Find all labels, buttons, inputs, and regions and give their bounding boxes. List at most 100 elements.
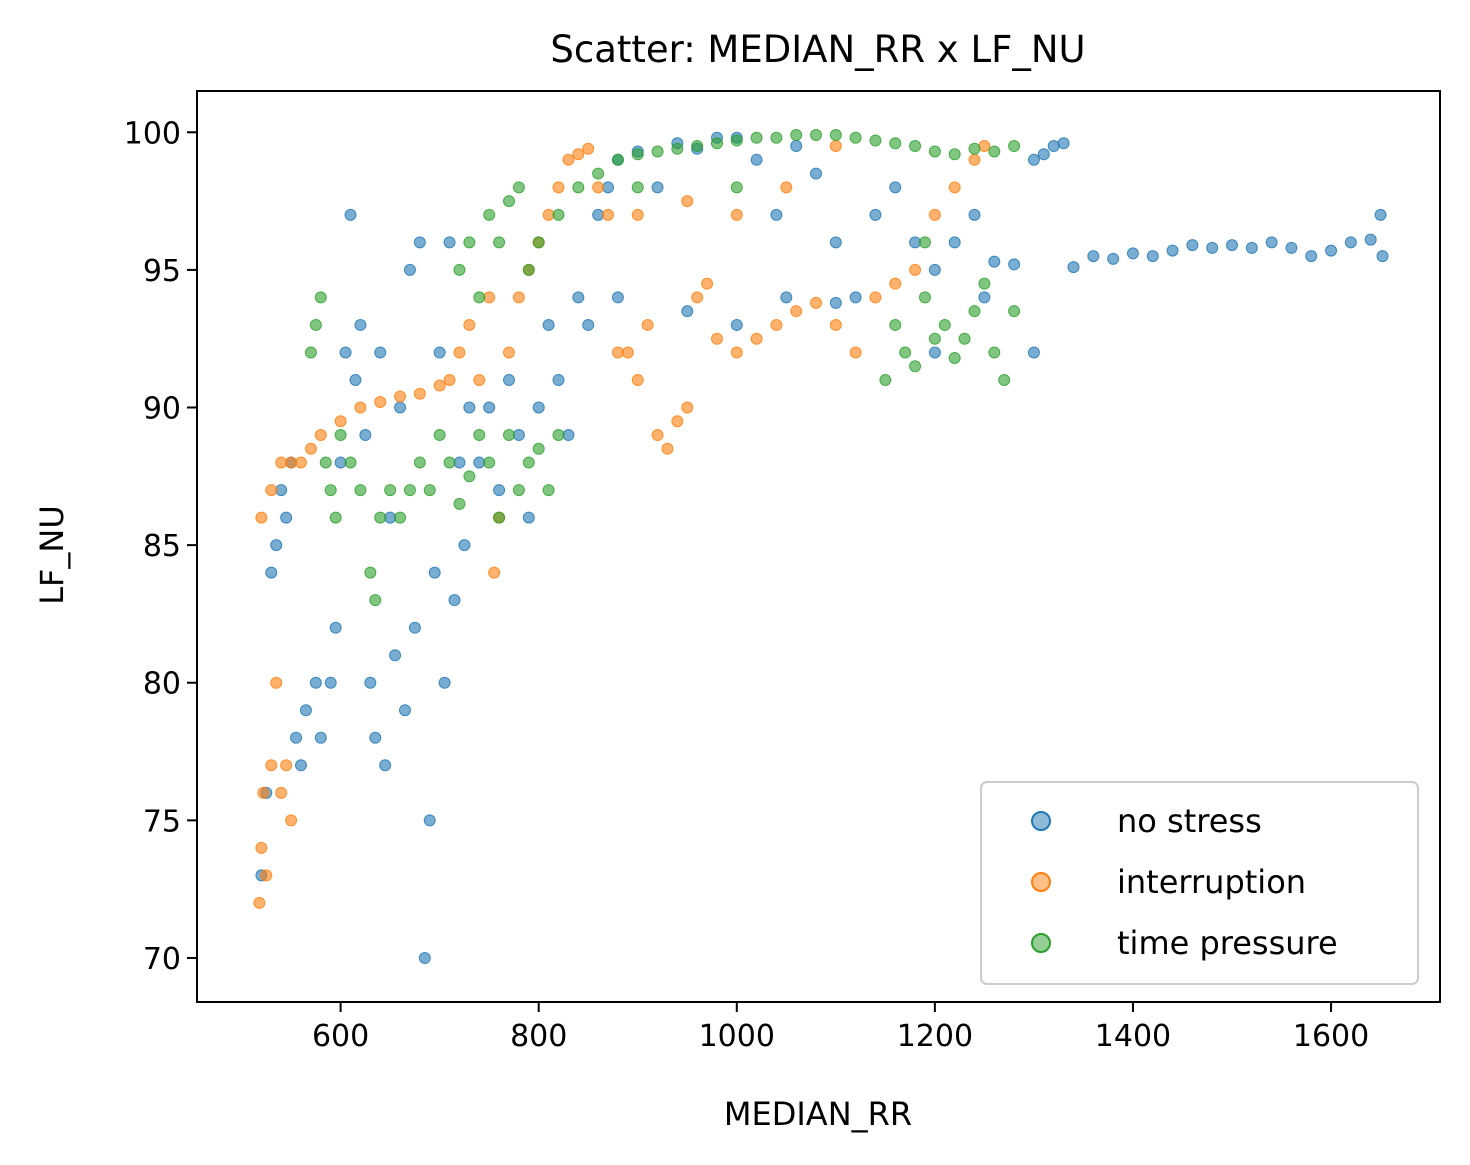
data-point <box>314 291 327 304</box>
data-point <box>532 236 545 249</box>
plot-frame <box>196 90 1441 1003</box>
data-point <box>433 346 446 359</box>
data-point <box>324 484 337 497</box>
data-point <box>661 442 674 455</box>
data-point <box>1047 140 1060 153</box>
data-point <box>344 208 357 221</box>
data-point <box>458 539 471 552</box>
data-point <box>443 236 456 249</box>
data-point <box>502 373 515 386</box>
data-point <box>299 704 312 717</box>
series-interruption <box>253 140 991 909</box>
data-point <box>379 759 392 772</box>
data-point <box>958 332 971 345</box>
legend-label: time pressure <box>1117 924 1338 962</box>
data-point <box>483 401 496 414</box>
data-point <box>542 484 555 497</box>
data-point <box>463 318 476 331</box>
data-point <box>750 131 763 144</box>
data-point <box>928 263 941 276</box>
data-point <box>290 731 303 744</box>
data-point <box>270 539 283 552</box>
y-tick-label: 95 <box>143 254 181 289</box>
data-point <box>369 594 382 607</box>
data-point <box>339 346 352 359</box>
data-point <box>770 131 783 144</box>
data-point <box>1008 305 1021 318</box>
data-point <box>1067 261 1080 274</box>
data-point <box>324 676 337 689</box>
data-point <box>453 456 466 469</box>
data-point <box>928 145 941 158</box>
data-point <box>304 346 317 359</box>
data-point <box>1186 239 1199 252</box>
data-point <box>552 181 565 194</box>
data-point <box>631 208 644 221</box>
data-point <box>394 511 407 524</box>
data-point <box>280 511 293 524</box>
data-point <box>493 484 506 497</box>
data-point <box>463 470 476 483</box>
data-point <box>413 387 426 400</box>
data-point <box>275 484 288 497</box>
data-point <box>869 134 882 147</box>
legend-label: interruption <box>1117 863 1306 901</box>
data-point <box>389 649 402 662</box>
x-tick-label: 1000 <box>699 1019 775 1054</box>
data-point <box>265 566 278 579</box>
data-point <box>384 511 397 524</box>
data-point <box>280 759 293 772</box>
data-point <box>592 181 605 194</box>
data-point <box>443 373 456 386</box>
data-point <box>398 704 411 717</box>
data-point <box>369 731 382 744</box>
data-point <box>572 148 585 161</box>
data-point <box>691 140 704 153</box>
data-point <box>552 429 565 442</box>
data-point <box>1374 208 1387 221</box>
data-point <box>611 346 624 359</box>
data-point <box>265 484 278 497</box>
x-tick-label: 1600 <box>1293 1019 1369 1054</box>
data-point <box>681 195 694 208</box>
data-point <box>493 511 506 524</box>
data-point <box>448 594 461 607</box>
x-tick-label: 1400 <box>1095 1019 1171 1054</box>
data-point <box>374 511 387 524</box>
data-point <box>1245 241 1258 254</box>
data-point <box>334 429 347 442</box>
data-point <box>1325 244 1338 257</box>
data-point <box>418 951 431 964</box>
data-point <box>1226 239 1239 252</box>
y-axis-label: LF_NU <box>33 505 71 605</box>
data-point <box>631 181 644 194</box>
data-point <box>988 255 1001 268</box>
data-point <box>631 373 644 386</box>
data-point <box>968 305 981 318</box>
data-point <box>978 291 991 304</box>
data-point <box>512 429 525 442</box>
data-point <box>542 318 555 331</box>
data-point <box>889 277 902 290</box>
data-point <box>522 263 535 276</box>
data-point <box>1166 244 1179 257</box>
data-point <box>938 318 951 331</box>
data-point <box>562 153 575 166</box>
y-tick-label: 90 <box>143 392 181 427</box>
data-point <box>928 332 941 345</box>
data-point <box>730 181 743 194</box>
data-point <box>1285 241 1298 254</box>
data-point <box>1027 153 1040 166</box>
data-point <box>582 142 595 155</box>
data-point <box>270 676 283 689</box>
data-point <box>988 145 1001 158</box>
data-point <box>701 277 714 290</box>
data-point <box>473 429 486 442</box>
data-point <box>1087 250 1100 263</box>
data-point <box>433 429 446 442</box>
data-point <box>349 373 362 386</box>
data-point <box>443 456 456 469</box>
data-point <box>438 676 451 689</box>
data-point <box>354 484 367 497</box>
